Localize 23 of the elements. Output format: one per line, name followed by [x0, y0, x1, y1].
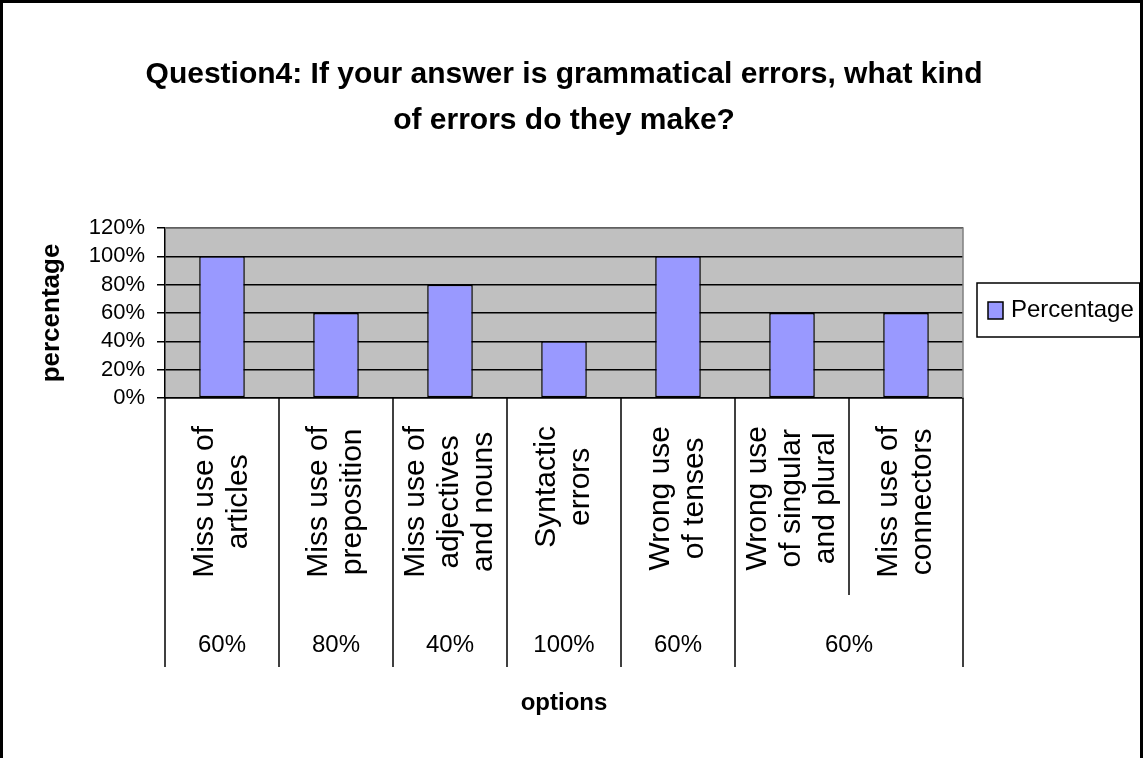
y-tick-label: 80%: [100, 270, 145, 296]
x-tick-label: Miss use of connectors: [870, 425, 938, 578]
x-tick-label: Miss use of preposition: [300, 425, 368, 578]
text: 80%: [311, 629, 361, 657]
text: 40%: [425, 629, 475, 657]
y-tick-label: 40%: [100, 327, 145, 353]
text: 60%: [653, 629, 703, 657]
text: 60%: [824, 629, 874, 657]
y-tick-label: 120%: [88, 214, 145, 240]
x-axis-title: options: [520, 687, 608, 715]
x-tick-label: Wrong use of singular and plural: [739, 426, 841, 571]
y-tick-label: 0%: [113, 384, 145, 410]
y-tick-label: 100%: [88, 242, 145, 268]
legend-label: Percentage: [1011, 294, 1134, 322]
x-tick-label: Syntactic errors: [528, 426, 596, 548]
x-tick-label: Miss use of adjectives and nouns: [397, 425, 499, 578]
text: 100%: [533, 629, 595, 657]
y-tick-label: 60%: [100, 299, 145, 325]
x-tick-label: Miss use of articles: [186, 425, 254, 578]
chart-title: Question4: If your answer is grammatical errors, what kind of errors do they make?: [145, 56, 983, 136]
y-axis-title: percentage: [35, 243, 66, 383]
text: 60%: [197, 629, 247, 657]
y-tick-label: 20%: [100, 355, 145, 381]
